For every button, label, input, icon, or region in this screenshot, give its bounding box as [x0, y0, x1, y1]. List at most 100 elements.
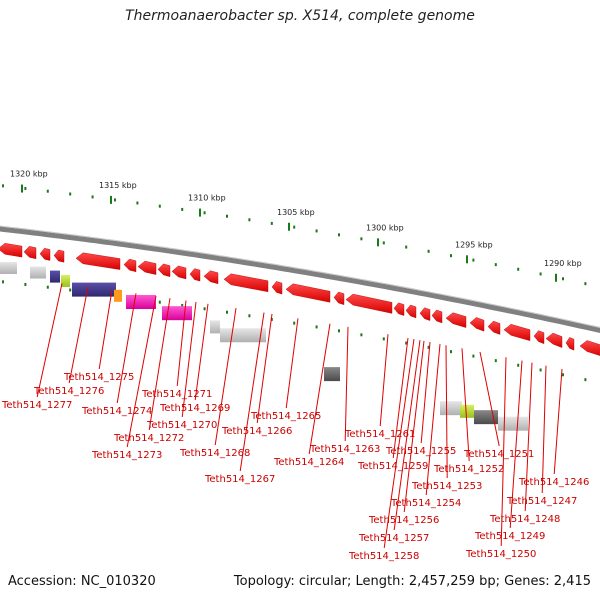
gene-arrow — [75, 252, 121, 270]
gene-arrow — [285, 283, 331, 303]
gene-label: Teth514_1263 — [309, 444, 380, 455]
gene-labels: Teth514_1277 Teth514_1276 Teth514_1275 Teth… — [1, 372, 589, 562]
gene-label: Teth514_1246 — [518, 477, 589, 488]
gene-arrow — [39, 247, 51, 261]
leader-line — [344, 326, 349, 442]
gene-label: Teth514_1261 — [344, 429, 415, 440]
leader-line — [461, 348, 470, 462]
scale-label: 1300 kbp — [366, 223, 404, 232]
leader-line — [116, 293, 137, 404]
leader-line — [68, 286, 89, 384]
feature-box — [210, 320, 220, 334]
leader-line — [524, 362, 533, 512]
feature-box — [0, 261, 17, 274]
gene-arrow — [419, 307, 431, 321]
leader-line — [148, 298, 171, 431]
leader-line — [541, 365, 547, 494]
gene-arrow — [203, 270, 219, 285]
gene-arrow — [23, 246, 37, 260]
scale-label: 1315 kbp — [99, 181, 137, 190]
gene-label: Teth514_1258 — [348, 551, 419, 562]
gene-arrow — [533, 330, 545, 344]
leader-line — [214, 308, 237, 446]
gene-label: Teth514_1264 — [273, 457, 344, 468]
leader-line — [181, 301, 197, 418]
gene-label: Teth514_1269 — [159, 403, 230, 414]
gene-label: Teth514_1265 — [250, 411, 321, 422]
gene-label: Teth514_1251 — [463, 449, 534, 460]
leader-line — [479, 351, 500, 447]
gene-label: Teth514_1274 — [81, 406, 152, 417]
gene-label: Teth514_1270 — [146, 420, 217, 431]
gene-arrow — [487, 320, 501, 335]
gene-arrow — [271, 281, 283, 295]
gene-arrow — [469, 317, 485, 332]
gene-arrow — [431, 309, 443, 324]
scale-label: 1310 kbp — [188, 194, 226, 203]
gene-arrow — [565, 337, 575, 351]
leader-line — [176, 300, 187, 387]
leader-line — [126, 296, 157, 448]
gene-label: Teth514_1253 — [411, 481, 482, 492]
gene-arrow — [393, 302, 405, 316]
backbone-arc — [0, 226, 600, 333]
leader-line — [553, 369, 563, 475]
feature-box — [114, 289, 122, 302]
gene-label: Teth514_1249 — [474, 531, 545, 542]
scale-label: 1295 kbp — [455, 240, 493, 249]
feature-box — [72, 282, 116, 297]
leader-line — [285, 318, 299, 409]
leader-line — [194, 303, 209, 401]
feature-box — [324, 367, 340, 382]
gene-label: Teth514_1259 — [357, 461, 428, 472]
leader-line — [500, 357, 507, 547]
feature-box — [30, 266, 46, 279]
leader-line — [393, 340, 421, 531]
gene-label: Teth514_1255 — [385, 446, 456, 457]
genome-summary: Topology: circular; Length: 2,457,259 bp… — [233, 574, 591, 589]
scale-ticks: 1320 kbp 1315 kbp 1310 kbp 1305 kbp 1300 kbp… — [2, 170, 587, 382]
leader-line — [98, 289, 113, 370]
leader-line — [256, 313, 273, 424]
feature-box — [460, 404, 474, 418]
leader-line — [445, 345, 448, 479]
feature-box — [126, 295, 156, 310]
gene-label: Teth514_1257 — [358, 533, 429, 544]
gene-label: Teth514_1267 — [204, 474, 275, 485]
gene-label: Teth514_1247 — [506, 496, 577, 507]
leader-line — [509, 360, 523, 529]
scale-label: 1290 kbp — [544, 259, 582, 268]
leader-lines — [36, 283, 563, 549]
map-title: Thermoanaerobacter sp. X514, complete ge… — [125, 8, 475, 24]
leader-line — [379, 334, 389, 427]
scale-label: 1320 kbp — [10, 170, 48, 179]
leader-line — [308, 323, 331, 455]
gene-arrow — [405, 304, 417, 319]
scale-label: 1305 kbp — [277, 208, 315, 217]
gene-label: Teth514_1266 — [221, 426, 292, 437]
gene-label: Teth514_1250 — [465, 549, 536, 560]
gene-label: Teth514_1268 — [179, 448, 250, 459]
gene-arrow — [171, 265, 187, 280]
leader-line — [425, 343, 441, 496]
accession-text: Accession: NC_010320 — [8, 574, 156, 589]
feature-box — [498, 416, 528, 431]
gene-arrow — [0, 243, 23, 258]
leader-line — [420, 342, 431, 444]
backbone-layer — [0, 225, 600, 333]
feature-box — [440, 401, 462, 416]
leader-line — [239, 312, 265, 472]
gene-label: Teth514_1277 — [1, 400, 72, 411]
gene-label: Teth514_1248 — [489, 514, 560, 525]
gene-label: Teth514_1271 — [141, 389, 212, 400]
backbone-highlight — [0, 225, 600, 328]
gene-arrow — [123, 258, 137, 273]
gene-label: Teth514_1276 — [33, 386, 104, 397]
gene-arrow — [189, 268, 201, 282]
gene-arrow — [579, 340, 600, 356]
gene-arrow — [157, 263, 171, 277]
gene-label: Teth514_1273 — [91, 450, 162, 461]
gene-label: Teth514_1275 — [63, 372, 134, 383]
